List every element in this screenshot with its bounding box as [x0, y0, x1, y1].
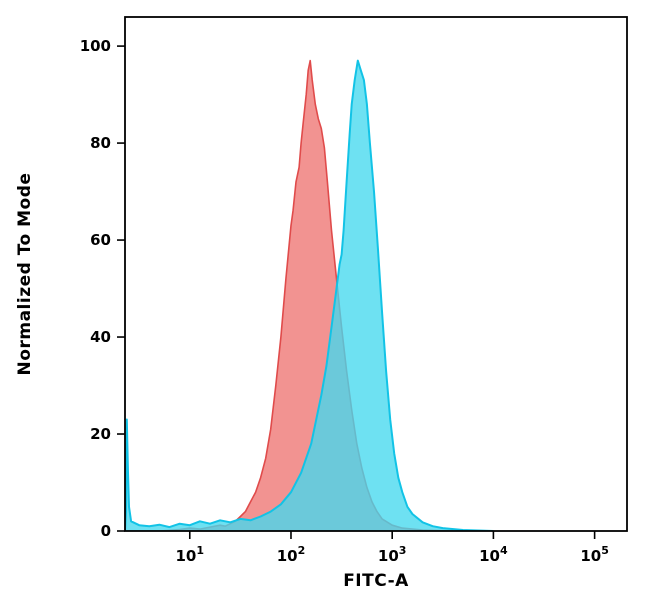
y-tick-label: 0 [101, 522, 111, 540]
x-tick-label: 105 [580, 544, 609, 565]
x-tick-label: 104 [479, 544, 508, 565]
x-tick-label: 102 [277, 544, 306, 565]
x-axis-label: FITC-A [343, 571, 409, 591]
y-tick-label: 20 [90, 425, 111, 443]
y-tick-label: 60 [90, 231, 111, 249]
y-tick-label: 40 [90, 328, 111, 346]
series-group [125, 59, 494, 531]
x-tick-label: 101 [176, 544, 205, 565]
plot-border [124, 16, 628, 532]
y-tick-label: 100 [80, 37, 111, 55]
axis-ticks: 101 102 103 104 105 0 20 40 60 80 100 [80, 37, 609, 565]
y-tick-label: 80 [90, 134, 111, 152]
y-axis-label: Normalized To Mode [15, 173, 35, 376]
cyan-population-outline [125, 59, 494, 531]
x-tick-label: 103 [378, 544, 407, 565]
red-population-area [125, 60, 453, 531]
